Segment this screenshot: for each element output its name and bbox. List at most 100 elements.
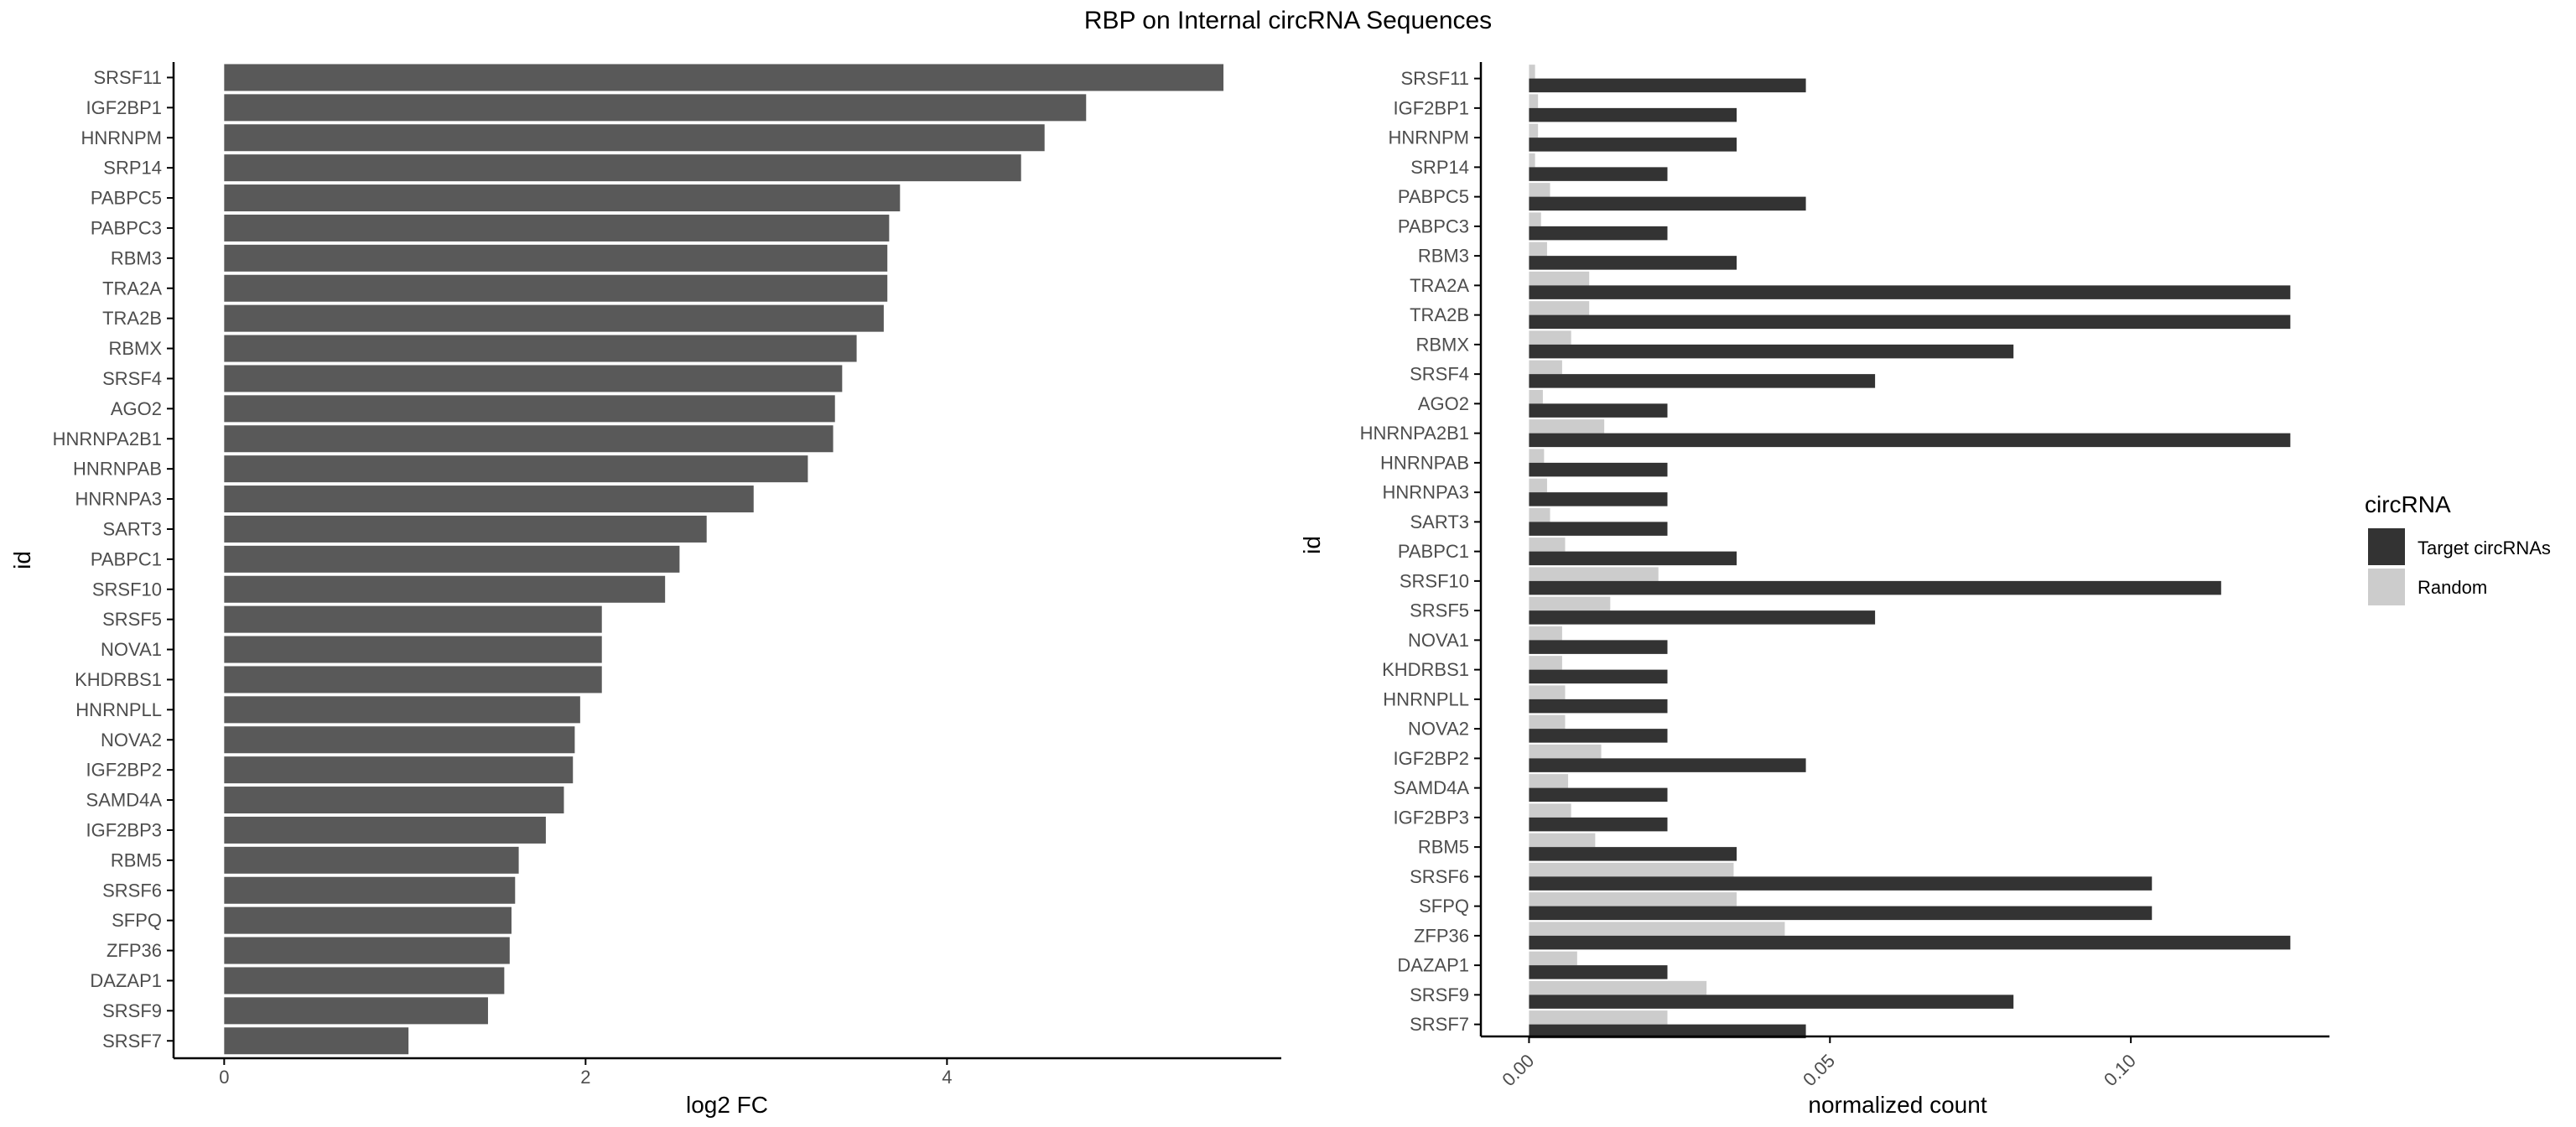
bar-random-pabpc5 <box>1529 183 1550 197</box>
bar-hnrnpa3 <box>224 486 754 513</box>
bar-random-igf2bp3 <box>1529 803 1571 818</box>
bar-target-ago2 <box>1529 403 1668 418</box>
bar-hnrnpm <box>224 124 1045 152</box>
legend-swatch-target <box>2368 528 2405 565</box>
left-ytick-label: SFPQ <box>112 910 162 931</box>
right-ytick-label: SART3 <box>1410 512 1469 532</box>
right-ytick-label: IGF2BP1 <box>1394 97 1469 118</box>
bar-random-dazap1 <box>1529 951 1577 966</box>
bar-random-srsf4 <box>1529 360 1562 375</box>
right-ytick-label: KHDRBS1 <box>1382 659 1469 680</box>
bar-pabpc3 <box>224 214 890 242</box>
bar-target-rbm5 <box>1529 847 1737 861</box>
left-ytick-label: NOVA2 <box>101 730 162 750</box>
left-ytick-label: NOVA1 <box>101 639 162 660</box>
right-ytick-label: ZFP36 <box>1414 925 1469 946</box>
bar-random-srsf9 <box>1529 980 1707 995</box>
bar-random-hnrnpa2b1 <box>1529 419 1605 434</box>
right-ytick-label: NOVA2 <box>1408 719 1469 740</box>
left-y-axis-title: id <box>9 551 35 569</box>
bar-pabpc5 <box>224 184 901 212</box>
right-ytick-label: PABPC3 <box>1398 216 1469 236</box>
right-ytick-label: SRSF11 <box>1400 68 1469 89</box>
bar-random-zfp36 <box>1529 922 1785 936</box>
bar-srsf9 <box>224 997 488 1025</box>
left-ytick-label: TRA2A <box>102 278 162 299</box>
left-ytick-label: TRA2B <box>102 308 162 329</box>
left-ytick-label: PABPC5 <box>91 188 162 209</box>
right-ytick-label: HNRNPLL <box>1383 688 1469 709</box>
bar-srsf11 <box>224 64 1224 91</box>
bar-random-sart3 <box>1529 507 1550 522</box>
bar-target-nova2 <box>1529 729 1668 743</box>
left-ytick-label: HNRNPAB <box>73 459 162 480</box>
right-ytick-label: SRSF6 <box>1410 866 1469 887</box>
bar-target-srp14 <box>1529 167 1668 181</box>
left-ytick-label: SRSF7 <box>102 1031 162 1052</box>
bar-rbm3 <box>224 244 888 272</box>
bar-random-pabpc3 <box>1529 212 1541 226</box>
legend-swatch-random <box>2368 569 2405 605</box>
bar-target-rbmx <box>1529 344 2014 359</box>
bar-igf2bp3 <box>224 816 546 844</box>
bar-random-samd4a <box>1529 774 1569 788</box>
left-ytick-label: HNRNPLL <box>75 699 162 720</box>
left-ytick-label: PABPC3 <box>91 217 162 238</box>
bar-target-pabpc5 <box>1529 196 1806 211</box>
bar-random-hnrnpa3 <box>1529 478 1547 493</box>
left-ytick-label: HNRNPM <box>80 127 162 148</box>
left-xtick-label: 0 <box>219 1067 229 1088</box>
bar-random-srp14 <box>1529 153 1535 168</box>
left-ytick-label: RBMX <box>108 338 162 359</box>
bar-target-sfpq <box>1529 906 2153 921</box>
panel-normalized-count: SRSF11 IGF2BP1 HNRNPM SRP14 PABPC5 PABPC3 RBM3… <box>1299 62 2329 1118</box>
right-bars <box>1529 65 2291 1039</box>
bar-target-rbm3 <box>1529 256 1737 270</box>
right-ytick-label: HNRNPA3 <box>1382 482 1469 503</box>
bar-nova2 <box>224 726 575 754</box>
bar-random-rbmx <box>1529 330 1571 345</box>
bar-random-nova2 <box>1529 714 1566 730</box>
bar-target-pabpc1 <box>1529 551 1737 566</box>
bar-target-hnrnpll <box>1529 699 1668 714</box>
bar-target-tra2b <box>1529 314 2291 330</box>
bar-target-dazap1 <box>1529 965 1668 979</box>
bar-dazap1 <box>224 967 505 995</box>
bar-srsf5 <box>224 605 602 633</box>
bar-random-khdrbs1 <box>1529 656 1562 670</box>
bar-target-srsf11 <box>1529 78 1806 93</box>
bar-random-pabpc1 <box>1529 538 1566 552</box>
right-ytick-label: SRSF10 <box>1400 570 1469 591</box>
bar-hnrnpll <box>224 696 580 724</box>
legend-label-random: Random <box>2418 577 2487 598</box>
bar-random-srsf5 <box>1529 596 1611 611</box>
bar-random-hnrnpab <box>1529 449 1545 463</box>
figure-title: RBP on Internal circRNA Sequences <box>1084 7 1492 34</box>
bar-srsf4 <box>224 365 843 392</box>
bar-srp14 <box>224 154 1021 182</box>
left-ytick-label: HNRNPA2B1 <box>53 428 162 449</box>
left-ytick-label: KHDRBS1 <box>75 669 162 690</box>
bar-target-hnrnpa2b1 <box>1529 433 2291 448</box>
bar-rbmx <box>224 335 857 362</box>
bar-zfp36 <box>224 937 510 964</box>
bar-hnrnpab <box>224 455 808 483</box>
bar-random-tra2b <box>1529 301 1590 315</box>
right-ytick-label: SRSF7 <box>1410 1014 1469 1035</box>
bar-random-igf2bp1 <box>1529 94 1539 108</box>
right-x-axis-title: normalized count <box>1808 1092 1987 1118</box>
right-ytick-label: PABPC5 <box>1398 186 1469 207</box>
bar-random-igf2bp2 <box>1529 744 1602 759</box>
right-ytick-label: TRA2B <box>1410 304 1469 325</box>
right-ytick-label: IGF2BP3 <box>1394 807 1469 828</box>
bar-random-srsf10 <box>1529 567 1659 581</box>
bar-ago2 <box>224 395 835 423</box>
bar-target-srsf10 <box>1529 580 2221 595</box>
bar-samd4a <box>224 787 564 814</box>
left-ytick-label: HNRNPA3 <box>75 489 162 510</box>
right-ytick-label: DAZAP1 <box>1397 955 1469 976</box>
bar-target-nova1 <box>1529 640 1668 654</box>
bar-srsf7 <box>224 1027 409 1055</box>
left-ytick-label: DAZAP1 <box>90 970 162 991</box>
